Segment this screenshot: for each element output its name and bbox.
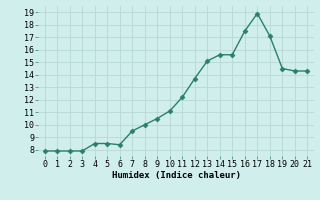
X-axis label: Humidex (Indice chaleur): Humidex (Indice chaleur): [111, 171, 241, 180]
